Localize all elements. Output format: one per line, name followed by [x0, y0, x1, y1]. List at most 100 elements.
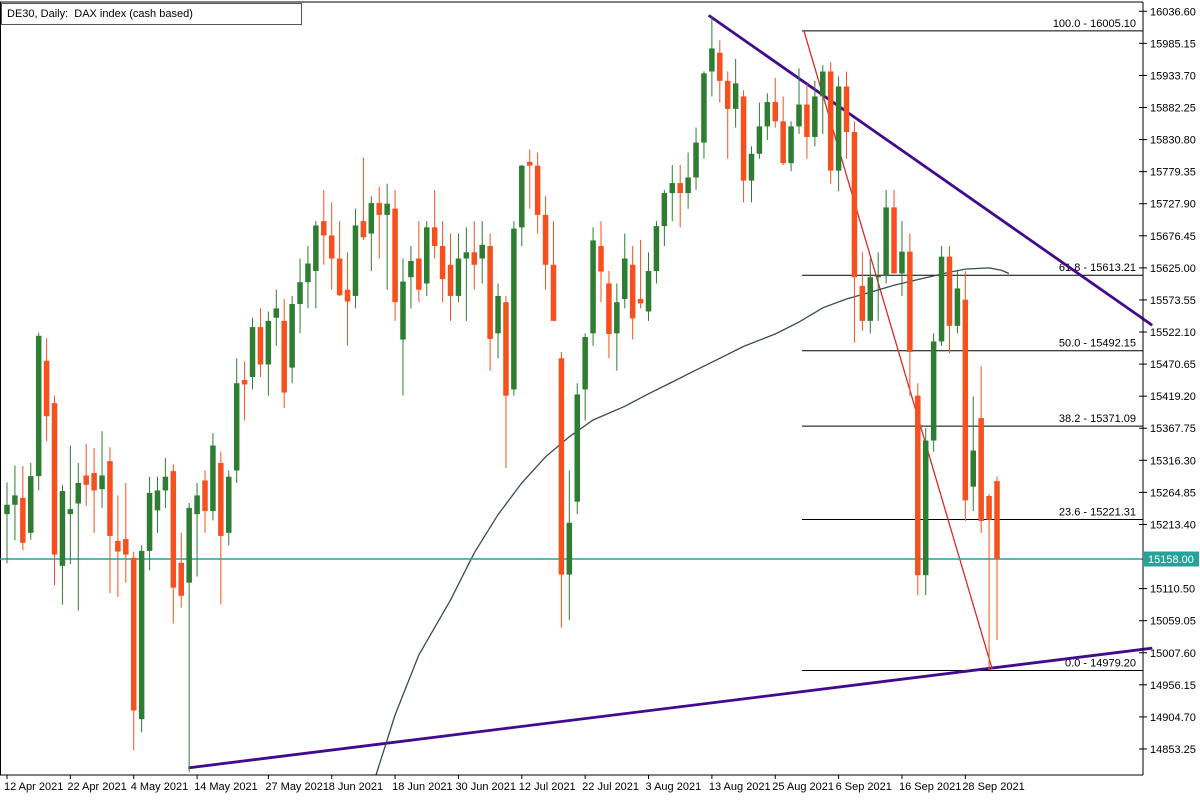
candle-body-bull	[685, 177, 691, 194]
candle-body-bull	[922, 440, 929, 576]
price-tick-label: 14904.70	[1150, 712, 1196, 724]
candle-body-bear	[994, 481, 1000, 559]
price-tick-label: 15830.80	[1150, 135, 1196, 147]
price-tick-label: 15419.20	[1150, 391, 1196, 403]
time-tick-label: 30 Jun 2021	[455, 781, 516, 793]
candle-body-bull	[154, 490, 161, 511]
moving-average-line[interactable]	[375, 267, 1010, 775]
candle-body-bull	[162, 476, 169, 491]
candle-body-bear	[20, 497, 26, 543]
candle-body-bear	[962, 299, 969, 501]
candle-body-bear	[534, 165, 541, 215]
candle-body-bear	[336, 258, 343, 296]
candle-body-bear	[51, 403, 58, 555]
current-price-label: 15158.00	[1148, 554, 1194, 566]
candle-body-bear	[83, 475, 89, 485]
price-tick-label: 15110.50	[1150, 584, 1195, 596]
candle-body-bull	[938, 256, 945, 342]
candle-body-bear	[130, 557, 137, 711]
time-tick-label: 3 Aug 2021	[646, 781, 702, 793]
candle-body-bull	[511, 228, 517, 390]
candle-body-bear	[827, 71, 834, 171]
candle-body-bull	[146, 492, 153, 551]
candle-body-bull	[479, 244, 485, 259]
candle-body-bear	[218, 462, 224, 536]
price-tick-label: 15007.60	[1150, 648, 1196, 660]
time-tick-label: 22 Apr 2021	[67, 781, 126, 793]
candle-body-bear	[772, 102, 778, 122]
candle-body-bear	[804, 104, 810, 137]
time-axis[interactable]: 12 Apr 2021 22 Apr 2021 4 May 2021 14 May 2…	[0, 774, 1143, 793]
candle-body-bear	[503, 302, 509, 396]
candle-body-bull	[463, 252, 470, 259]
fibonacci-retracement[interactable]: 100.0 - 16005.10 61.8 - 15613.21 50.0 - 15…	[802, 18, 1143, 671]
candle-body-bear	[257, 327, 264, 365]
candle-body-bull	[424, 227, 430, 284]
price-tick-label: 15985.15	[1150, 38, 1196, 50]
candle-body-bull	[249, 327, 256, 377]
candle-body-bull	[954, 288, 961, 326]
candle-body-bear	[915, 395, 921, 576]
price-tick-label: 15367.75	[1150, 423, 1196, 435]
fib-level-label: 61.8 - 15613.21	[1059, 262, 1136, 274]
candle-body-bull	[748, 153, 755, 181]
candle-body-bear	[91, 472, 97, 491]
candle-body-bear	[598, 246, 604, 272]
candle-body-bull	[210, 445, 216, 511]
candle-body-bear	[43, 360, 50, 417]
candle-body-bear	[241, 380, 248, 385]
candle-body-bull	[226, 476, 232, 533]
candle-body-bear	[439, 246, 446, 280]
descending-resistance-trendline[interactable]	[707, 14, 1154, 327]
price-tick-label: 15882.25	[1150, 103, 1196, 115]
candle-body-bull	[756, 126, 763, 154]
candle-body-bull	[883, 207, 889, 276]
candles	[4, 16, 1000, 773]
candle-body-bear	[978, 418, 984, 521]
candle-body-bull	[400, 281, 406, 340]
candle-body-bull	[138, 550, 145, 720]
price-tick-label: 15625.00	[1150, 263, 1196, 275]
candle-body-bull	[313, 225, 319, 271]
candle-body-bear	[344, 289, 351, 302]
candle-body-bull	[297, 282, 303, 305]
candle-body-bull	[701, 73, 707, 143]
candle-body-bull	[289, 304, 295, 368]
time-tick-label: 4 May 2021	[131, 781, 188, 793]
price-tick-label: 15316.30	[1150, 455, 1196, 467]
candle-body-bull	[352, 225, 359, 296]
candle-body-bull	[709, 48, 715, 72]
candle-body-bear	[471, 252, 478, 265]
candle-body-bull	[368, 203, 375, 234]
current-price-badge	[1144, 551, 1199, 567]
price-tick-label: 15522.10	[1150, 327, 1196, 339]
candle-body-bull	[273, 308, 280, 318]
candle-body-bull	[59, 491, 66, 566]
candle-body-bear	[281, 320, 287, 393]
price-tick-label: 15059.05	[1150, 616, 1196, 628]
time-tick-label: 8 Jun 2021	[329, 781, 383, 793]
time-tick-label: 27 May 2021	[265, 781, 329, 793]
candle-body-bull	[305, 263, 311, 283]
candle-body-bull	[12, 495, 18, 505]
time-tick-label: 6 Sep 2021	[836, 781, 892, 793]
fib-level-label: 50.0 - 15492.15	[1059, 338, 1136, 350]
candle-body-bear	[724, 80, 731, 109]
candle-body-bull	[519, 165, 525, 228]
candle-body-bear	[629, 264, 636, 319]
candle-body-bear	[107, 461, 113, 536]
candle-body-bull	[233, 383, 240, 471]
price-tick-label: 15573.55	[1150, 295, 1196, 307]
candle-body-bear	[780, 121, 786, 164]
candle-body-bear	[558, 358, 565, 575]
candle-body-bull	[930, 341, 937, 441]
candle-body-bear	[550, 264, 557, 321]
time-tick-label: 12 Apr 2021	[4, 781, 63, 793]
chart-title-box: DE30, Daily: DAX index (cash based)	[1, 3, 302, 25]
fib-level-label: 38.2 - 15371.09	[1059, 413, 1136, 425]
breakdown-line-trendline[interactable]	[803, 30, 993, 670]
candle-body-bull	[835, 86, 842, 171]
price-axis[interactable]: 16036.60 15985.15 15933.70 15882.25 15830.80…	[1139, 2, 1199, 775]
